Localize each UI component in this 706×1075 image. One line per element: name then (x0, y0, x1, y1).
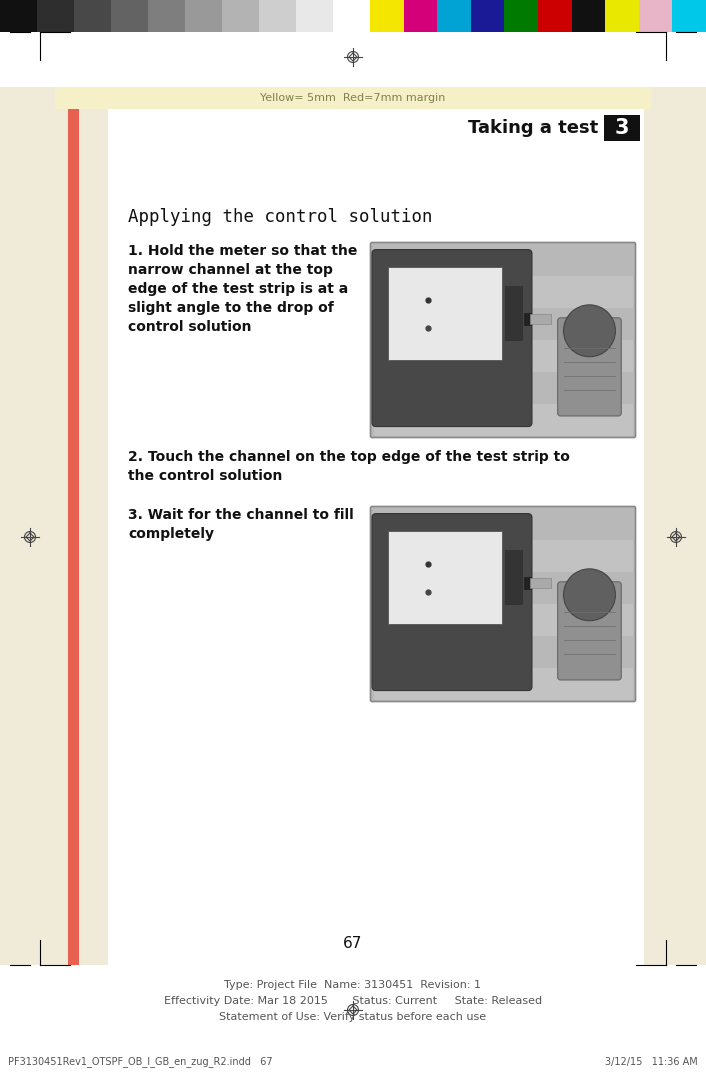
Text: Statement of Use: Verify status before each use: Statement of Use: Verify status before e… (220, 1012, 486, 1022)
Bar (538, 0, 572, 32)
Bar (604, 115, 640, 141)
FancyBboxPatch shape (558, 318, 621, 416)
Bar (524, 576, 532, 590)
Bar (504, 0, 538, 32)
Text: 3. Wait for the channel to fill
completely: 3. Wait for the channel to fill complete… (128, 508, 354, 541)
Bar (373, 636, 633, 668)
Bar (373, 340, 633, 372)
Bar (370, 0, 404, 32)
Bar (373, 508, 633, 540)
Bar (0, 965, 706, 1075)
Bar (373, 244, 633, 276)
Bar (639, 0, 672, 32)
Bar (388, 531, 502, 625)
Text: PF3130451Rev1_OTSPF_OB_I_GB_en_zug_R2.indd   67: PF3130451Rev1_OTSPF_OB_I_GB_en_zug_R2.in… (8, 1057, 273, 1067)
Bar (373, 540, 633, 572)
FancyBboxPatch shape (371, 243, 635, 438)
Bar (471, 0, 504, 32)
Bar (185, 0, 222, 32)
Text: Yellow= 5mm  Red=7mm margin: Yellow= 5mm Red=7mm margin (261, 94, 445, 103)
Bar (296, 0, 333, 32)
Bar (373, 668, 633, 700)
Circle shape (563, 305, 616, 357)
Bar (524, 313, 532, 326)
Bar (388, 267, 502, 360)
Circle shape (563, 569, 616, 620)
FancyBboxPatch shape (558, 582, 621, 680)
Bar (74, 0, 111, 32)
Text: 3: 3 (615, 118, 629, 138)
Bar (108, 109, 644, 965)
Text: Type: Project File  Name: 3130451  Revision: 1: Type: Project File Name: 3130451 Revisio… (225, 980, 481, 990)
Text: Taking a test: Taking a test (468, 119, 598, 137)
Text: 3/12/15   11:36 AM: 3/12/15 11:36 AM (605, 1057, 698, 1067)
Bar (373, 276, 633, 309)
Bar (333, 0, 370, 32)
Bar (373, 572, 633, 604)
Bar (505, 549, 523, 605)
Bar (37, 0, 74, 32)
Bar (605, 0, 639, 32)
Bar (672, 0, 706, 32)
FancyBboxPatch shape (372, 514, 532, 690)
Text: 67: 67 (343, 936, 363, 951)
Bar (373, 404, 633, 436)
Bar (437, 0, 471, 32)
Bar (68, 109, 79, 965)
Bar (55, 87, 651, 109)
Bar (111, 0, 148, 32)
Bar (373, 372, 633, 404)
Bar (572, 0, 605, 32)
Bar (0, 0, 37, 32)
Bar (148, 0, 185, 32)
Text: 2. Touch the channel on the top edge of the test strip to
the control solution: 2. Touch the channel on the top edge of … (128, 450, 570, 483)
Bar (373, 604, 633, 636)
Bar (530, 577, 551, 588)
Bar (0, 87, 706, 965)
Text: 1. Hold the meter so that the
narrow channel at the top
edge of the test strip i: 1. Hold the meter so that the narrow cha… (128, 244, 357, 334)
Bar (222, 0, 259, 32)
Bar (530, 314, 551, 324)
FancyBboxPatch shape (372, 249, 532, 427)
Bar (0, 32, 706, 87)
Bar (505, 286, 523, 342)
Text: Effectivity Date: Mar 18 2015       Status: Current     State: Released: Effectivity Date: Mar 18 2015 Status: Cu… (164, 997, 542, 1006)
Bar (259, 0, 296, 32)
FancyBboxPatch shape (371, 506, 635, 702)
Text: Applying the control solution: Applying the control solution (128, 207, 433, 226)
Bar (373, 309, 633, 340)
Bar (404, 0, 437, 32)
